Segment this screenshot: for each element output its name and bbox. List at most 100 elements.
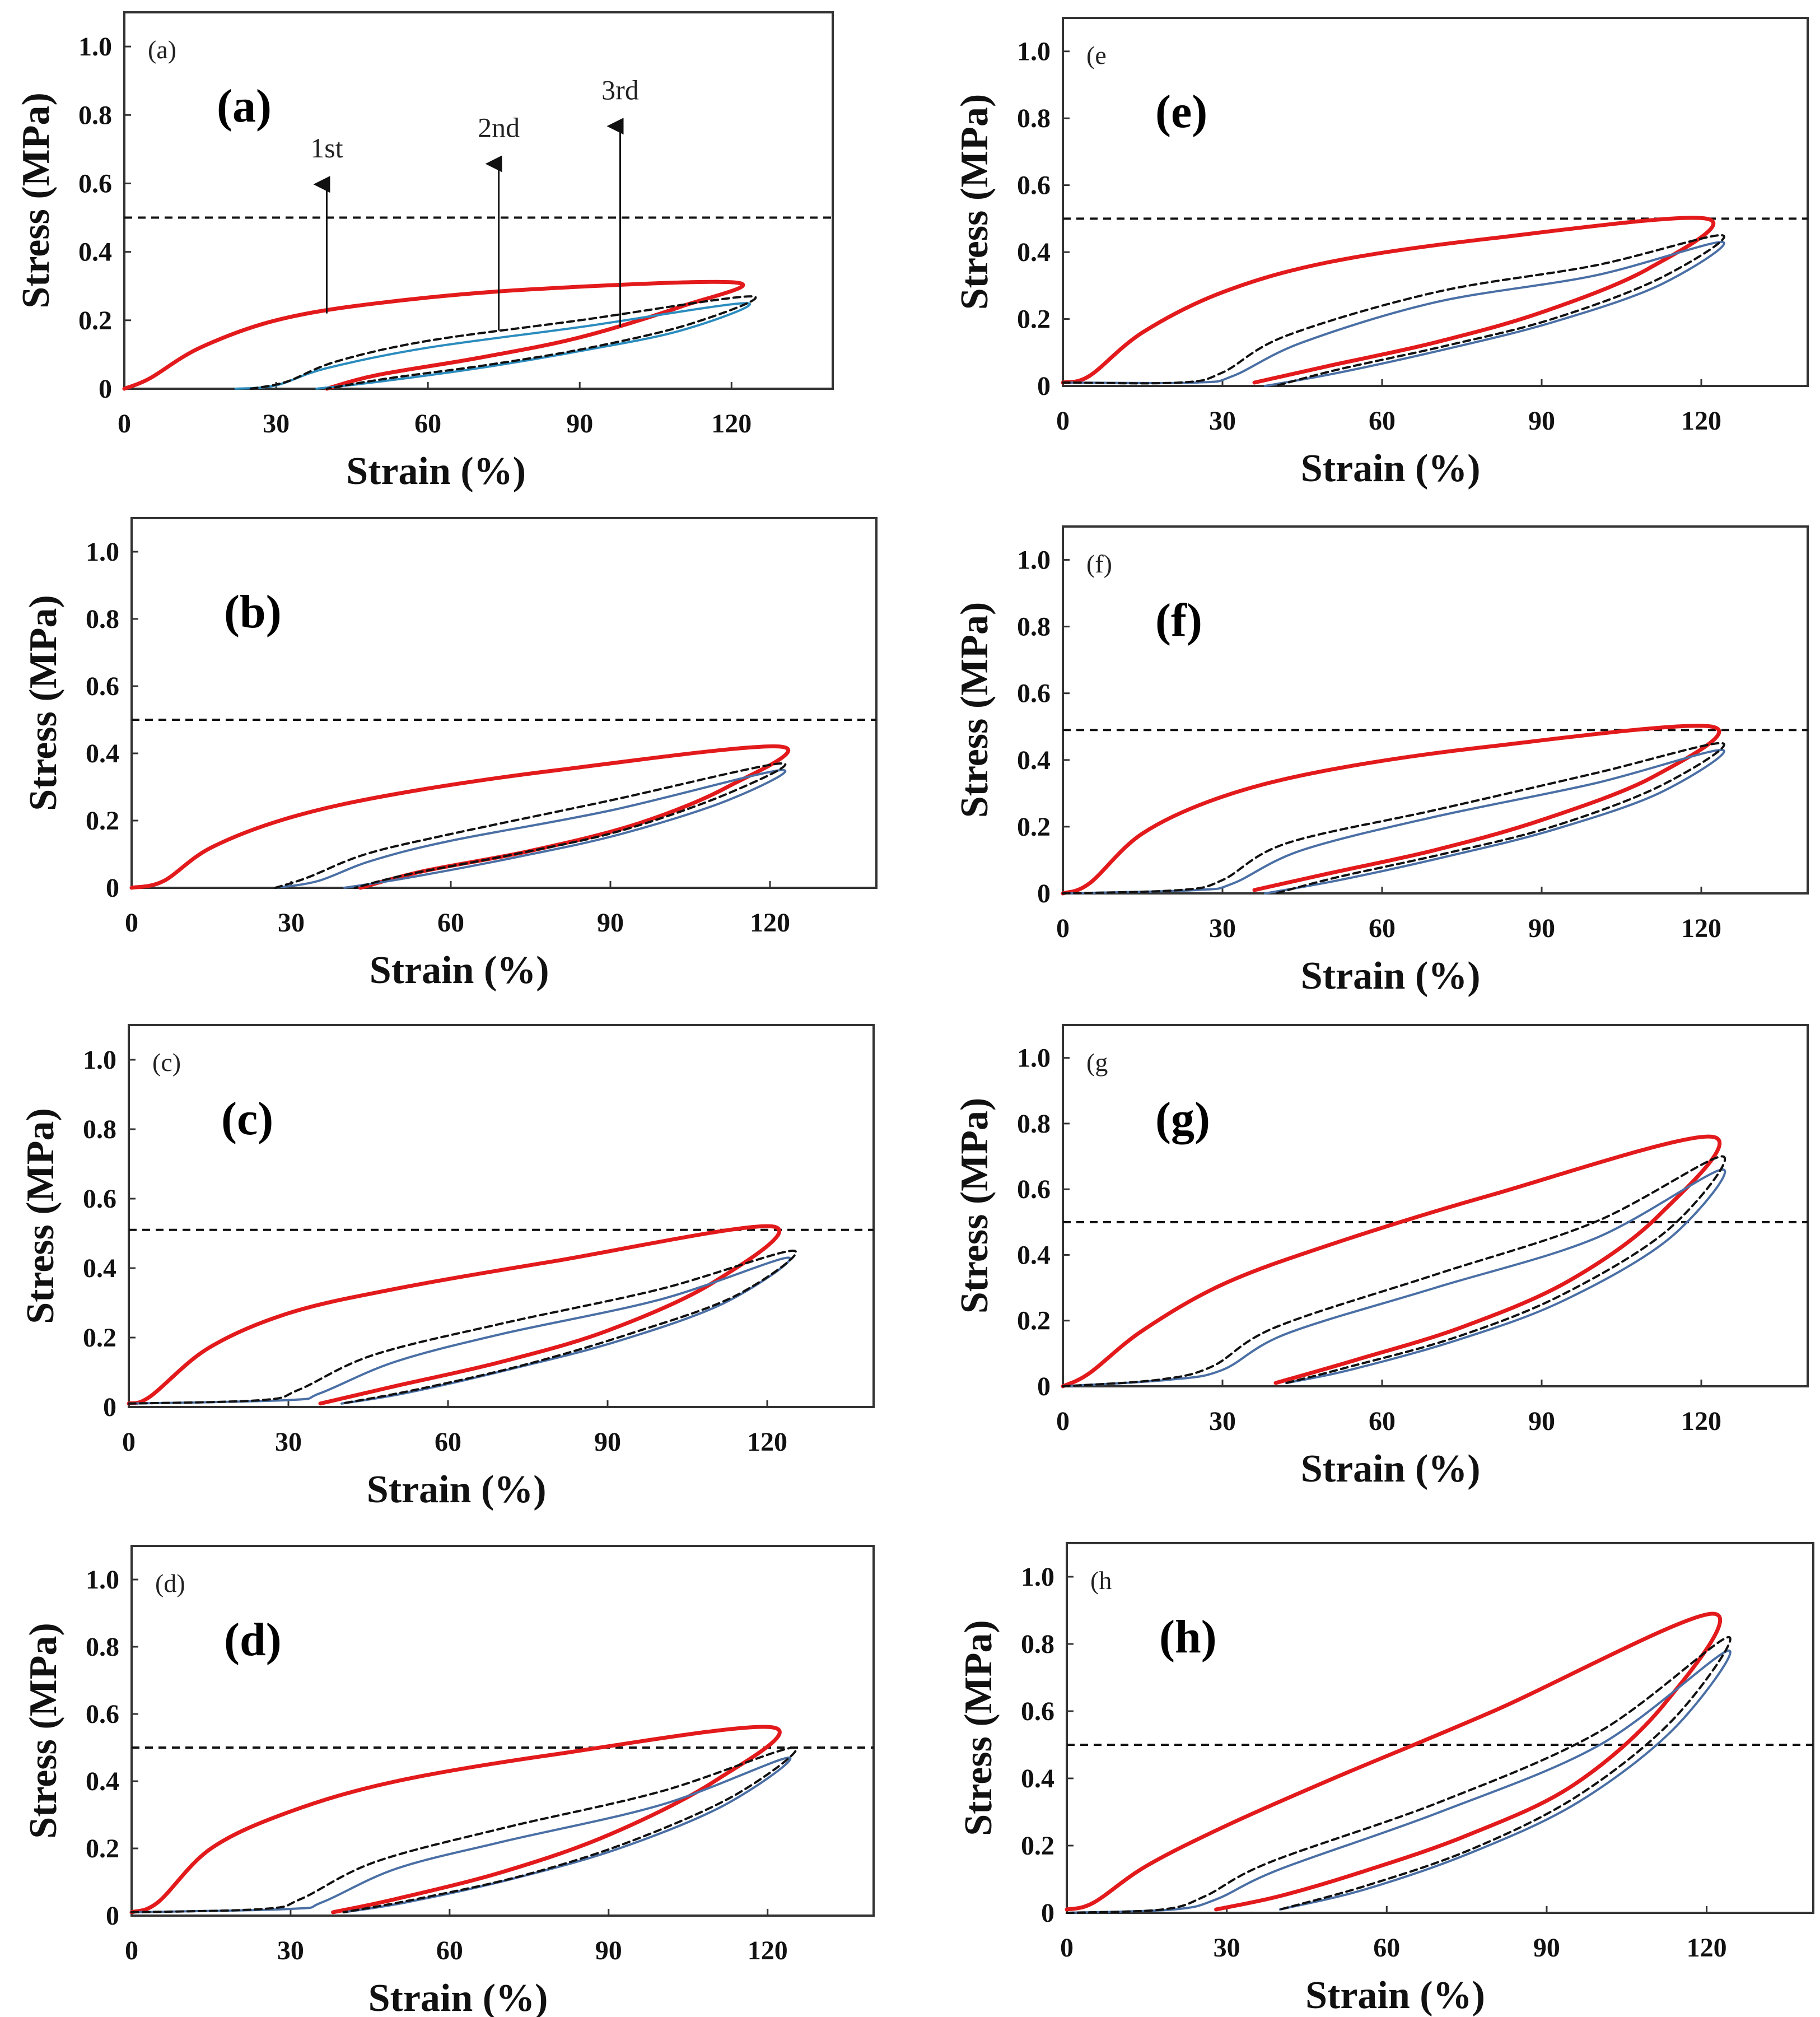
x-tick-label: 30 [278, 908, 305, 938]
plot-frame [1062, 17, 1809, 387]
y-tick-label: 0.8 [1017, 612, 1051, 642]
x-tick-label: 0 [1060, 1933, 1074, 1963]
chart-panel-d: 0 0.2 0.4 0.6 0.8 1.0 0 30 60 90 120 Strain (%) Stre… [22, 1545, 875, 2017]
x-tick-label: 90 [1533, 1933, 1560, 1963]
x-tick-label: 120 [711, 409, 752, 439]
x-tick-label: 90 [1528, 1406, 1555, 1436]
x-tick-label: 60 [1369, 914, 1396, 943]
y-tick-label: 0.6 [1017, 171, 1051, 201]
x-tick-label: 90 [595, 1936, 622, 1965]
chart-panel-b: 0 0.2 0.4 0.6 0.8 1.0 0 30 60 90 120 Strain (%) Stre… [22, 517, 878, 992]
y-tick-label: 0.4 [78, 237, 112, 267]
plot-frame [128, 1024, 875, 1408]
y-tick-label: 1.0 [1017, 37, 1051, 67]
x-axis-title: Strain (%) [346, 450, 526, 493]
series-2nd-loop [1062, 748, 1725, 895]
x-tick-label: 30 [1214, 1933, 1240, 1963]
x-axis-title: Strain (%) [370, 949, 549, 992]
x-tick-label: 30 [1209, 406, 1236, 436]
x-tick-label: 30 [263, 409, 290, 439]
y-tick-label: 0.4 [1017, 746, 1051, 775]
x-tick-label: 90 [1528, 914, 1555, 943]
x-tick-label: 0 [1056, 914, 1070, 943]
y-tick-label: 0.8 [78, 100, 112, 130]
x-tick-label: 120 [1681, 914, 1721, 943]
series-3rd-loop [274, 762, 787, 889]
y-tick-label: 1.0 [1017, 546, 1051, 575]
x-axis-title: Strain (%) [1305, 1974, 1485, 2017]
y-axis-title: Stress (MPa) [22, 1623, 65, 1839]
y-tick-label: 0.4 [1017, 237, 1051, 267]
x-tick-label: 60 [435, 1427, 461, 1457]
chart-panel-h: 0 0.2 0.4 0.6 0.8 1.0 0 30 60 90 120 Strain (%) Stre… [957, 1542, 1814, 2017]
y-axis-title: Stress (MPa) [953, 94, 996, 310]
chart-panel-e: 0 0.2 0.4 0.6 0.8 1.0 0 30 60 90 120 Strain (%) Stre… [953, 17, 1809, 490]
series-2nd-loop [274, 768, 787, 889]
x-tick-label: 60 [1373, 1933, 1400, 1963]
series-3rd-loop [249, 295, 757, 390]
y-tick-label: 0 [103, 1392, 116, 1422]
y-tick-label: 0.8 [83, 1115, 116, 1144]
y-axis-title: Stress (MPa) [953, 1098, 996, 1314]
y-axis-title: Stress (MPa) [957, 1620, 1000, 1836]
series-3rd-loop [1062, 1155, 1726, 1387]
series-1st-loop [1061, 216, 1716, 385]
panel-inner-label: (g [1086, 1048, 1108, 1077]
y-tick-label: 0.4 [1021, 1764, 1054, 1794]
series-2nd-loop [1062, 241, 1725, 387]
y-tick-label: 1.0 [86, 537, 119, 567]
x-tick-label: 0 [1056, 1406, 1070, 1436]
panel-big-label: (e) [1155, 86, 1207, 138]
x-tick-label: 30 [1209, 914, 1236, 943]
x-axis-title: Strain (%) [367, 1468, 547, 1511]
y-tick-label: 0.6 [86, 1699, 119, 1729]
series-3rd-loop [1066, 1636, 1732, 1914]
y-tick-label: 0.4 [86, 739, 119, 768]
x-tick-label: 120 [1681, 406, 1721, 436]
annotation-label: 3rd [601, 74, 639, 105]
x-tick-label: 90 [1528, 406, 1555, 436]
series-1st-loop [129, 1725, 782, 1914]
y-tick-label: 0 [106, 1901, 119, 1931]
y-tick-label: 0.8 [1017, 104, 1051, 133]
series-1st-loop [1061, 1134, 1722, 1389]
panel-inner-label: (h [1090, 1566, 1112, 1595]
x-axis-title: Strain (%) [1301, 447, 1481, 490]
x-axis-title: Strain (%) [1301, 954, 1481, 998]
y-tick-label: 0.4 [86, 1767, 119, 1796]
series-1st-loop [122, 280, 745, 391]
series-3rd-loop [1062, 742, 1725, 895]
x-tick-label: 120 [748, 1936, 788, 1965]
y-axis-title: Stress (MPa) [953, 602, 996, 818]
x-tick-label: 90 [566, 409, 593, 439]
y-axis-title: Stress (MPa) [22, 595, 65, 811]
x-tick-label: 0 [125, 908, 138, 938]
plot-frame [130, 1545, 875, 1917]
y-tick-label: 0.2 [1017, 812, 1051, 842]
series-2nd-loop [130, 1757, 792, 1913]
y-tick-label: 0.8 [1017, 1109, 1051, 1139]
x-tick-label: 0 [118, 409, 131, 439]
x-tick-label: 90 [594, 1427, 621, 1457]
plot-frame [130, 517, 878, 889]
plot-frame [1066, 1542, 1814, 1914]
y-tick-label: 0.8 [86, 604, 119, 634]
y-tick-label: 0 [1037, 879, 1051, 909]
y-tick-label: 1.0 [78, 32, 112, 62]
plot-frame [1062, 1024, 1809, 1387]
series-1st-loop [129, 744, 791, 890]
y-tick-label: 1.0 [86, 1565, 119, 1595]
chart-panel-c: 0 0.2 0.4 0.6 0.8 1.0 0 30 60 90 120 Strain (%) Stre… [19, 1024, 875, 1511]
panel-inner-label: (a) [148, 35, 176, 64]
y-tick-label: 0 [1037, 371, 1051, 401]
panel-big-label: (f) [1155, 594, 1202, 646]
chart-panel-a: 0 0.2 0.4 0.6 0.8 1.0 0 30 60 90 120 Strain (%) Stre… [15, 11, 834, 493]
chart-panel-f: 0 0.2 0.4 0.6 0.8 1.0 0 30 60 90 120 Strain (%) Stre… [953, 525, 1809, 998]
y-tick-label: 0 [1041, 1898, 1054, 1928]
panel-big-label: (c) [221, 1093, 273, 1145]
x-tick-label: 120 [1687, 1933, 1727, 1963]
y-tick-label: 0.2 [1017, 1306, 1051, 1336]
y-tick-label: 0.2 [83, 1323, 116, 1353]
x-tick-label: 120 [750, 908, 790, 938]
